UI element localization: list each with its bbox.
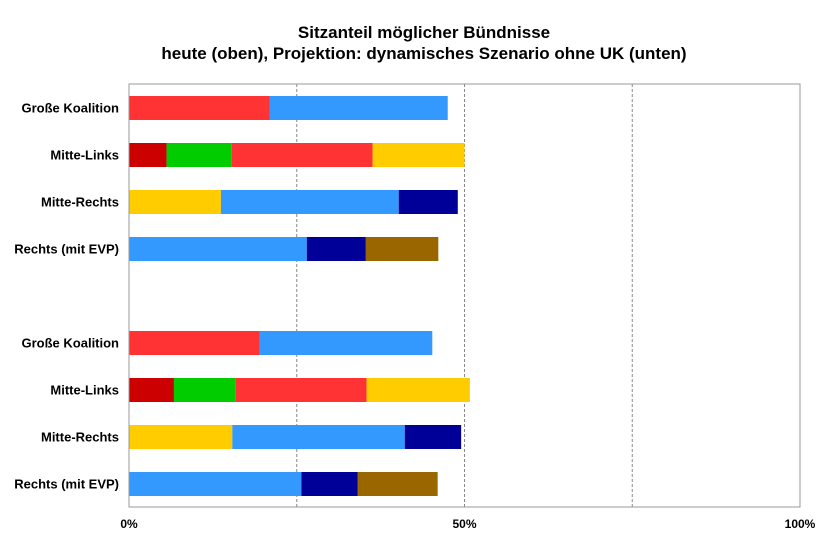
category-label: Mitte-Links bbox=[50, 383, 119, 398]
bar-segment-heute-1-0 bbox=[129, 143, 167, 167]
bar-segment-projektion-3-0 bbox=[129, 472, 302, 496]
plot-area-frame bbox=[128, 83, 801, 508]
bar-segment-projektion-0-0 bbox=[129, 331, 260, 355]
bar-segment-projektion-0-1 bbox=[259, 331, 433, 355]
bar-segment-heute-1-3 bbox=[372, 143, 465, 167]
bar-segment-projektion-3-1 bbox=[301, 472, 358, 496]
category-label: Große Koalition bbox=[22, 336, 120, 351]
category-label: Mitte-Rechts bbox=[41, 195, 119, 210]
x-tick-label: 0% bbox=[120, 517, 138, 531]
category-label: Große Koalition bbox=[22, 101, 120, 116]
bar-segment-projektion-1-3 bbox=[366, 378, 470, 402]
chart-title-line-1: Sitzanteil möglicher Bündnisse bbox=[298, 23, 550, 42]
bar-segment-heute-2-2 bbox=[398, 190, 458, 214]
bar-segment-heute-2-0 bbox=[129, 190, 221, 214]
category-label: Rechts (mit EVP) bbox=[14, 477, 119, 492]
bar-segment-heute-2-1 bbox=[220, 190, 399, 214]
x-tick-label: 50% bbox=[452, 517, 476, 531]
bar-segment-heute-0-0 bbox=[129, 96, 270, 120]
bar-segment-projektion-2-0 bbox=[129, 425, 233, 449]
bar-segment-heute-1-1 bbox=[166, 143, 232, 167]
category-label: Mitte-Links bbox=[50, 148, 119, 163]
bar-segment-heute-1-2 bbox=[231, 143, 373, 167]
bar-segment-projektion-3-2 bbox=[357, 472, 438, 496]
bar-segment-projektion-1-0 bbox=[129, 378, 174, 402]
chart-title-line-2: heute (oben), Projektion: dynamisches Sz… bbox=[161, 44, 686, 63]
bar-segment-projektion-1-1 bbox=[173, 378, 236, 402]
bar-segment-projektion-2-2 bbox=[404, 425, 462, 449]
bar-segment-heute-3-1 bbox=[306, 237, 366, 261]
bar-segment-heute-3-2 bbox=[365, 237, 439, 261]
bar-segment-projektion-1-2 bbox=[235, 378, 367, 402]
bar-segment-projektion-2-1 bbox=[232, 425, 405, 449]
category-label: Rechts (mit EVP) bbox=[14, 242, 119, 257]
category-label: Mitte-Rechts bbox=[41, 430, 119, 445]
bar-segment-heute-3-0 bbox=[129, 237, 307, 261]
bar-segment-heute-0-1 bbox=[269, 96, 448, 120]
x-tick-label: 100% bbox=[785, 517, 816, 531]
